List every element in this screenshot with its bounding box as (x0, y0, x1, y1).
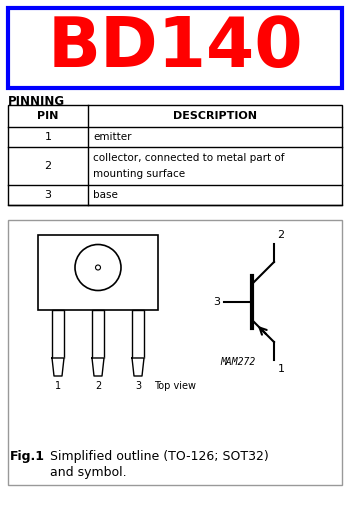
Text: emitter: emitter (93, 132, 132, 142)
Text: 3: 3 (44, 190, 51, 200)
Bar (38, 235, 158, 310)
Text: BD140: BD140 (47, 15, 303, 82)
Bar (8, 220, 342, 485)
Text: mounting surface: mounting surface (93, 169, 185, 179)
Text: PIN: PIN (37, 111, 59, 121)
Text: collector, connected to metal part of: collector, connected to metal part of (93, 153, 285, 163)
Bar (8, 8, 342, 88)
Bar (52, 310, 64, 358)
Text: 2: 2 (95, 381, 101, 391)
Polygon shape (132, 358, 144, 376)
Text: DESCRIPTION: DESCRIPTION (173, 111, 257, 121)
Text: MAM272: MAM272 (220, 357, 255, 367)
Text: Fig.1: Fig.1 (10, 450, 45, 463)
Text: 1: 1 (55, 381, 61, 391)
Text: PINNING: PINNING (8, 95, 65, 108)
Text: 1: 1 (44, 132, 51, 142)
Bar (92, 310, 104, 358)
Text: 2: 2 (278, 230, 285, 240)
Text: 1: 1 (278, 364, 285, 374)
Text: Top view: Top view (154, 381, 196, 391)
Circle shape (96, 265, 100, 270)
Circle shape (75, 244, 121, 291)
Text: 2: 2 (44, 161, 51, 171)
Text: 3: 3 (214, 297, 220, 307)
Text: Simplified outline (TO-126; SOT32): Simplified outline (TO-126; SOT32) (50, 450, 269, 463)
Text: base: base (93, 190, 118, 200)
Polygon shape (52, 358, 64, 376)
Text: and symbol.: and symbol. (50, 466, 127, 479)
Text: 3: 3 (135, 381, 141, 391)
Bar (8, 105, 342, 205)
Bar (132, 310, 144, 358)
Polygon shape (92, 358, 104, 376)
